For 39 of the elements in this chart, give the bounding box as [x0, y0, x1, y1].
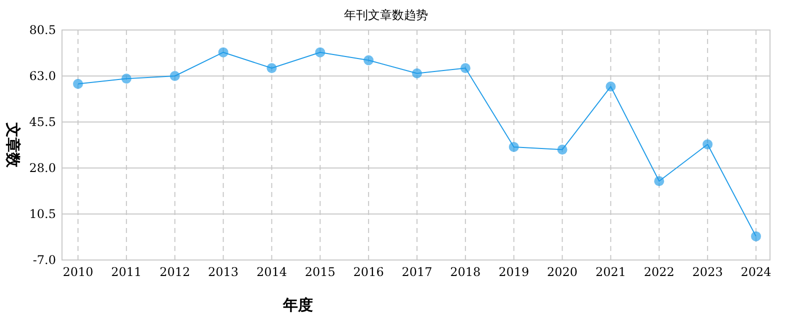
chart-title: 年刊文章数趋势	[344, 8, 428, 22]
point	[266, 63, 277, 74]
y-tick-label: 45.5	[29, 115, 56, 129]
y-axis-title: 文章数	[4, 122, 22, 168]
point	[73, 78, 83, 89]
point	[412, 68, 422, 78]
point	[751, 231, 761, 242]
x-tick-label: 2018	[450, 265, 481, 279]
y-tick-label: 28.0	[29, 161, 56, 175]
point	[460, 63, 470, 74]
x-tick-label: 2022	[644, 265, 674, 279]
x-tick-label: 2015	[304, 265, 336, 279]
x-tick-label: 2011	[111, 265, 142, 279]
y-tick-label: 63.0	[29, 69, 56, 83]
x-tick-label: 2019	[498, 265, 530, 279]
point	[702, 139, 713, 150]
point	[121, 74, 132, 84]
point	[654, 176, 664, 186]
y-tick-label: 80.5	[29, 23, 56, 37]
x-tick-label: 2010	[62, 265, 94, 279]
point	[606, 82, 616, 92]
point	[170, 71, 180, 81]
x-tick-label: 2016	[353, 265, 384, 279]
x-tick-label: 2024	[740, 265, 772, 279]
x-tick-label: 2020	[547, 265, 578, 279]
point	[557, 144, 568, 155]
x-tick-label: 2012	[160, 265, 190, 279]
x-tick-label: 2017	[402, 265, 432, 279]
y-tick-label: -7.0	[32, 253, 56, 267]
point	[364, 55, 374, 66]
x-tick-label: 2014	[256, 265, 288, 279]
y-tick-label: 10.5	[29, 207, 56, 221]
point	[508, 142, 519, 152]
x-tick-label: 2023	[692, 265, 723, 279]
x-tick-label: 2021	[595, 265, 626, 279]
point	[218, 47, 228, 58]
x-axis-title: 年度	[282, 296, 313, 314]
x-tick-label: 2013	[208, 265, 239, 279]
point	[315, 47, 326, 58]
